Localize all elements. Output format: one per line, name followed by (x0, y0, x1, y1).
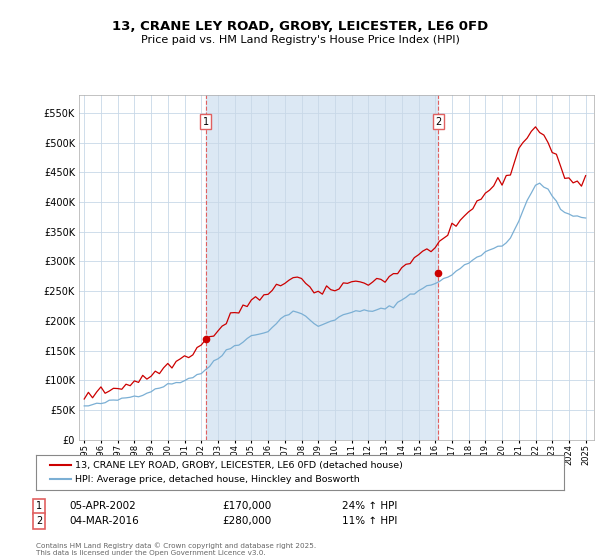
Text: 1: 1 (202, 117, 209, 127)
Text: 2: 2 (435, 117, 441, 127)
Text: £280,000: £280,000 (222, 516, 271, 526)
Text: 1: 1 (36, 501, 42, 511)
Text: 04-MAR-2016: 04-MAR-2016 (69, 516, 139, 526)
Text: Price paid vs. HM Land Registry's House Price Index (HPI): Price paid vs. HM Land Registry's House … (140, 35, 460, 45)
Text: £170,000: £170,000 (222, 501, 271, 511)
Text: Contains HM Land Registry data © Crown copyright and database right 2025.
This d: Contains HM Land Registry data © Crown c… (36, 542, 316, 556)
Legend: 13, CRANE LEY ROAD, GROBY, LEICESTER, LE6 0FD (detached house), HPI: Average pri: 13, CRANE LEY ROAD, GROBY, LEICESTER, LE… (46, 458, 407, 488)
Text: 24% ↑ HPI: 24% ↑ HPI (342, 501, 397, 511)
Text: 2: 2 (36, 516, 42, 526)
Text: 05-APR-2002: 05-APR-2002 (69, 501, 136, 511)
Text: 13, CRANE LEY ROAD, GROBY, LEICESTER, LE6 0FD: 13, CRANE LEY ROAD, GROBY, LEICESTER, LE… (112, 20, 488, 34)
Text: 11% ↑ HPI: 11% ↑ HPI (342, 516, 397, 526)
Bar (206, 95, 438, 440)
